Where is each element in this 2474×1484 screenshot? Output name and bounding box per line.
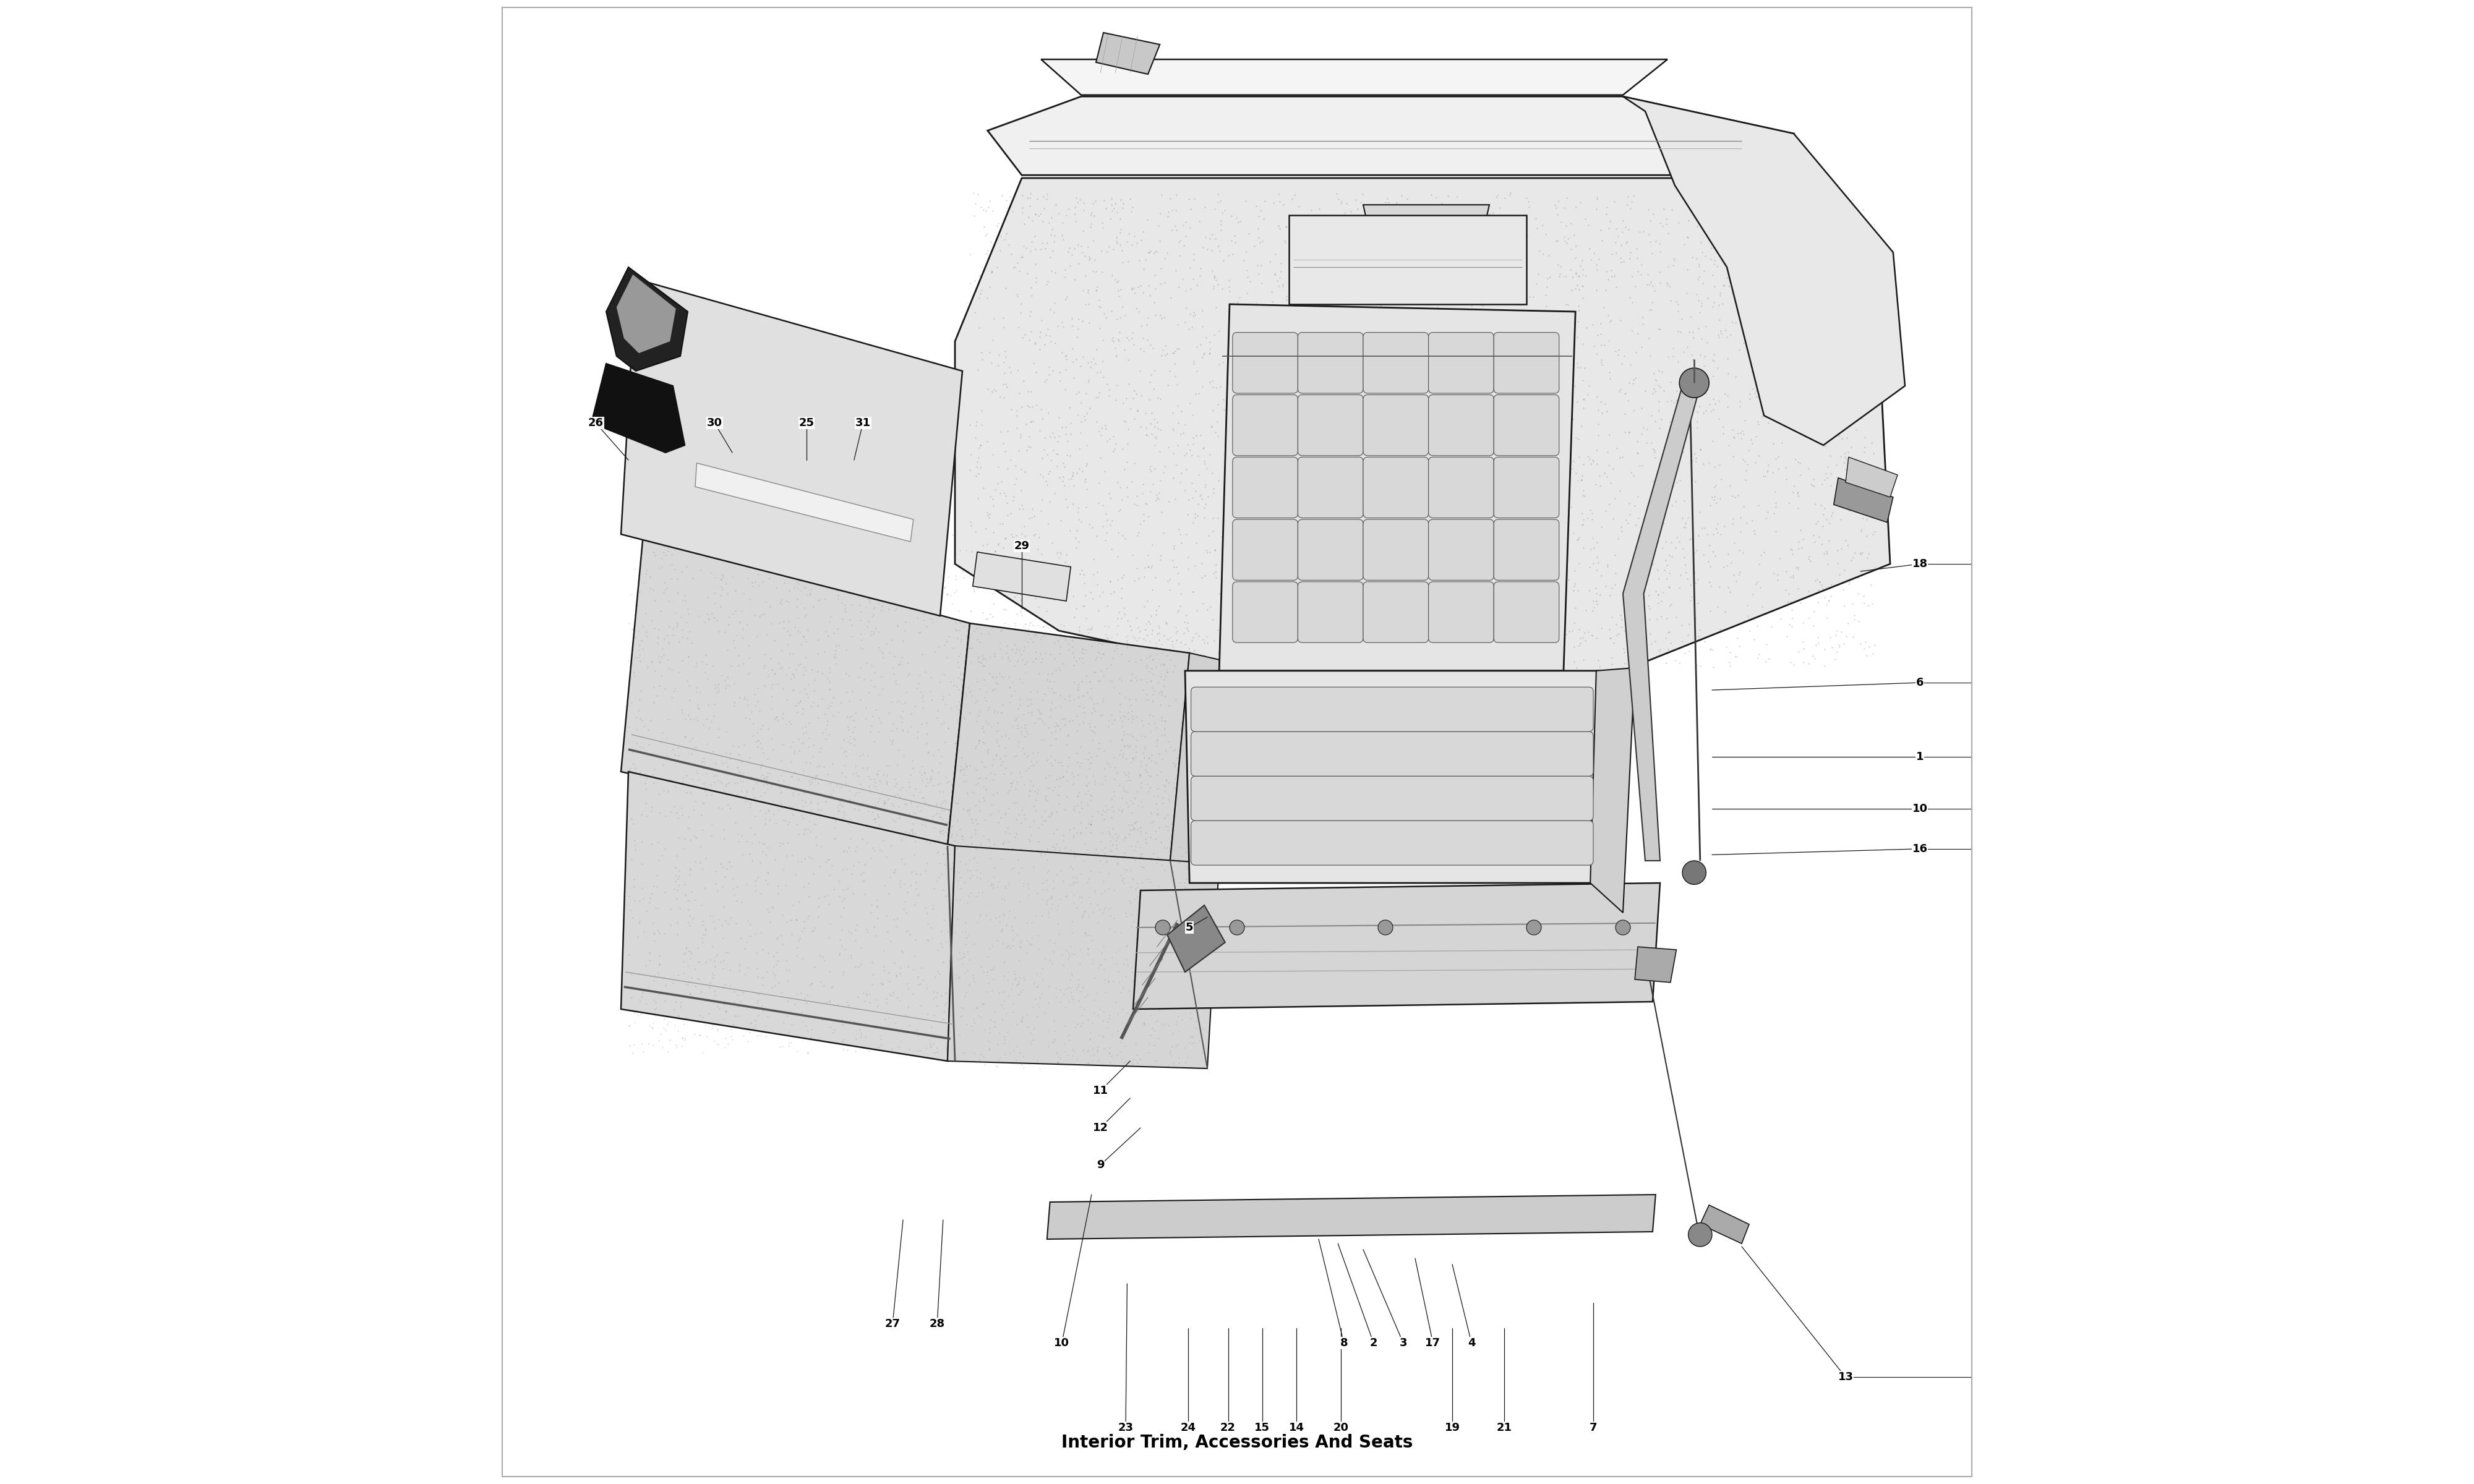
Text: Interior Trim, Accessories And Seats: Interior Trim, Accessories And Seats: [1061, 1434, 1413, 1451]
FancyBboxPatch shape: [1232, 395, 1299, 456]
Text: 9: 9: [1096, 1159, 1103, 1171]
Polygon shape: [972, 552, 1071, 601]
FancyBboxPatch shape: [1232, 457, 1299, 518]
Polygon shape: [1635, 947, 1677, 982]
FancyBboxPatch shape: [1427, 519, 1494, 580]
Text: 23: 23: [1118, 1422, 1133, 1434]
Text: 25: 25: [799, 417, 814, 429]
Polygon shape: [948, 846, 1220, 1068]
Polygon shape: [955, 178, 1890, 683]
Text: 16: 16: [1912, 843, 1927, 855]
Circle shape: [1616, 920, 1630, 935]
FancyBboxPatch shape: [1494, 519, 1559, 580]
FancyBboxPatch shape: [1363, 332, 1427, 393]
Polygon shape: [1289, 215, 1526, 304]
Text: 24: 24: [1180, 1422, 1195, 1434]
Text: 14: 14: [1289, 1422, 1304, 1434]
FancyBboxPatch shape: [1299, 582, 1363, 643]
Circle shape: [1680, 368, 1710, 398]
Text: 22: 22: [1220, 1422, 1237, 1434]
Text: 20: 20: [1333, 1422, 1348, 1434]
FancyBboxPatch shape: [1494, 332, 1559, 393]
Polygon shape: [1623, 96, 1905, 445]
Polygon shape: [1168, 905, 1225, 972]
Polygon shape: [1133, 883, 1660, 1009]
FancyBboxPatch shape: [1232, 582, 1299, 643]
Text: 19: 19: [1445, 1422, 1460, 1434]
FancyBboxPatch shape: [1494, 582, 1559, 643]
FancyBboxPatch shape: [1190, 776, 1593, 821]
Circle shape: [1687, 1223, 1712, 1247]
Polygon shape: [621, 279, 962, 616]
Circle shape: [1526, 920, 1541, 935]
Text: 6: 6: [1915, 677, 1925, 689]
FancyBboxPatch shape: [1299, 395, 1363, 456]
Polygon shape: [1042, 59, 1667, 95]
FancyBboxPatch shape: [1363, 582, 1427, 643]
FancyBboxPatch shape: [1190, 732, 1593, 776]
Polygon shape: [616, 275, 675, 353]
Polygon shape: [1833, 478, 1893, 522]
FancyBboxPatch shape: [1363, 395, 1427, 456]
Polygon shape: [1623, 386, 1700, 861]
Text: 26: 26: [589, 417, 604, 429]
Text: 31: 31: [856, 417, 871, 429]
Text: 17: 17: [1425, 1337, 1440, 1349]
FancyBboxPatch shape: [1494, 395, 1559, 456]
Text: 28: 28: [930, 1318, 945, 1330]
Polygon shape: [1363, 205, 1489, 237]
Text: 29: 29: [1014, 540, 1029, 552]
Polygon shape: [1096, 33, 1160, 74]
FancyBboxPatch shape: [1427, 582, 1494, 643]
Text: 5: 5: [1185, 922, 1192, 933]
FancyBboxPatch shape: [1299, 332, 1363, 393]
FancyBboxPatch shape: [1190, 687, 1593, 732]
Polygon shape: [1220, 304, 1576, 671]
Polygon shape: [621, 534, 970, 846]
Text: 10: 10: [1912, 803, 1927, 815]
Polygon shape: [1170, 653, 1222, 864]
FancyBboxPatch shape: [1232, 332, 1299, 393]
Text: 4: 4: [1467, 1337, 1475, 1349]
Text: 12: 12: [1094, 1122, 1108, 1134]
Circle shape: [1155, 920, 1170, 935]
Polygon shape: [606, 267, 688, 371]
FancyBboxPatch shape: [1363, 457, 1427, 518]
Polygon shape: [621, 772, 955, 1061]
Text: 13: 13: [1838, 1371, 1853, 1383]
FancyBboxPatch shape: [1494, 457, 1559, 518]
Text: 30: 30: [708, 417, 722, 429]
Text: 2: 2: [1371, 1337, 1378, 1349]
FancyBboxPatch shape: [1299, 457, 1363, 518]
Text: 7: 7: [1588, 1422, 1598, 1434]
Polygon shape: [987, 96, 1794, 175]
Text: 10: 10: [1054, 1337, 1069, 1349]
FancyBboxPatch shape: [1190, 821, 1593, 865]
Text: 3: 3: [1400, 1337, 1408, 1349]
FancyBboxPatch shape: [1427, 457, 1494, 518]
Text: 8: 8: [1341, 1337, 1348, 1349]
Text: 11: 11: [1094, 1085, 1108, 1097]
Text: 18: 18: [1912, 558, 1927, 570]
Text: 21: 21: [1497, 1422, 1512, 1434]
Text: 1: 1: [1915, 751, 1925, 763]
Text: 15: 15: [1254, 1422, 1269, 1434]
Text: 27: 27: [886, 1318, 901, 1330]
Polygon shape: [1591, 668, 1635, 913]
Polygon shape: [1047, 1195, 1655, 1239]
Circle shape: [1230, 920, 1244, 935]
Polygon shape: [1846, 457, 1898, 497]
FancyBboxPatch shape: [1299, 519, 1363, 580]
FancyBboxPatch shape: [1232, 519, 1299, 580]
FancyBboxPatch shape: [1427, 395, 1494, 456]
Polygon shape: [1700, 1205, 1749, 1244]
FancyBboxPatch shape: [1363, 519, 1427, 580]
Polygon shape: [591, 364, 685, 453]
Polygon shape: [695, 463, 913, 542]
Polygon shape: [1185, 671, 1601, 883]
Polygon shape: [948, 623, 1190, 861]
Circle shape: [1682, 861, 1707, 884]
FancyBboxPatch shape: [1427, 332, 1494, 393]
Circle shape: [1378, 920, 1393, 935]
